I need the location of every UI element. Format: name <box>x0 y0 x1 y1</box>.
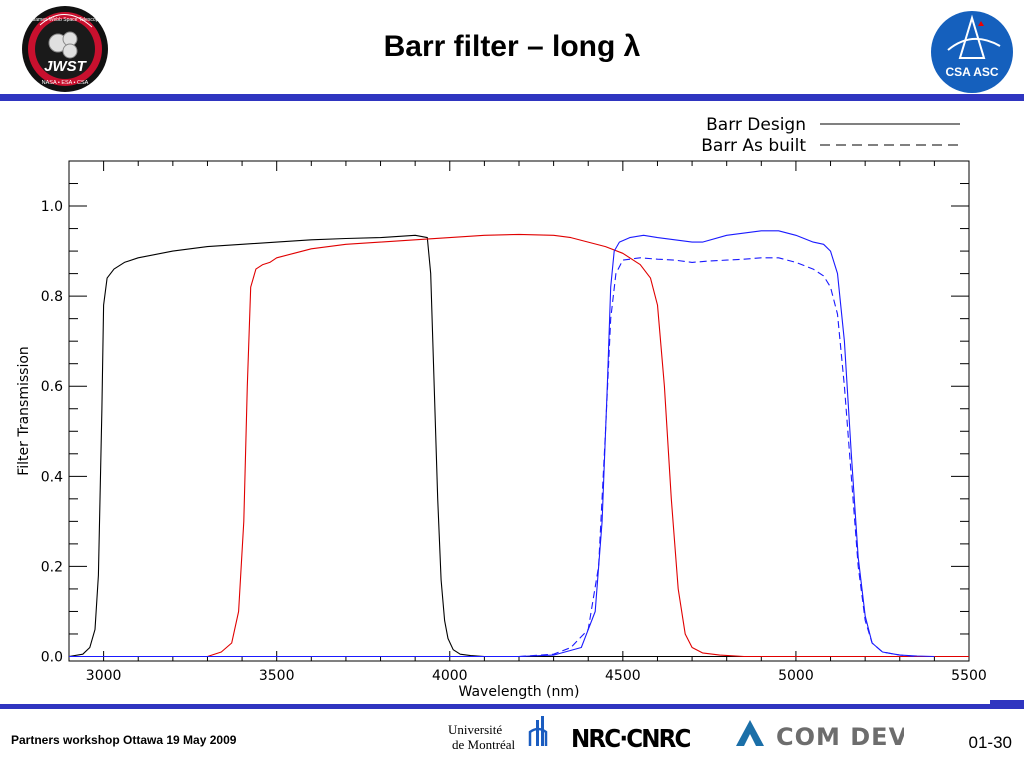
x-axis-label: Wavelength (nm) <box>459 684 580 700</box>
series-line-1 <box>68 234 935 658</box>
axis-ticks: 3000 3500 4000 4500 5000 5500 0.0 0.2 0.4 0.6 0.8 1… <box>41 161 987 684</box>
y-tick-label: 0.6 <box>41 379 63 395</box>
y-tick-label: 0.2 <box>41 559 63 575</box>
udem-line2: de Montréal <box>452 737 516 752</box>
chart-series <box>68 230 969 658</box>
jwst-logo-text: JWST <box>44 58 88 75</box>
y-tick-label: 0.8 <box>41 289 63 305</box>
nrc-logo: NRC·CNRC <box>571 724 691 753</box>
plot-frame <box>68 160 970 662</box>
x-tick-label: 5000 <box>778 668 814 684</box>
jwst-logo: JWST James Webb Space Telescope NASA • E… <box>22 6 108 92</box>
footer-rule <box>0 704 1024 709</box>
footer-rule-accent <box>990 700 1024 704</box>
comdev-logo: COM DEV <box>736 720 904 751</box>
series-line-3 <box>69 230 935 658</box>
csa-logo-text: CSA ASC <box>945 65 998 79</box>
page-number: 01-30 <box>968 733 1012 752</box>
x-tick-label: 4500 <box>605 668 641 684</box>
y-axis-label: Filter Transmission <box>16 346 32 476</box>
jwst-ring-top: James Webb Space Telescope <box>33 17 102 23</box>
slide-title: Barr filter – long λ <box>383 30 641 63</box>
jwst-ring-bottom: NASA • ESA • CSA <box>42 80 89 86</box>
legend-label: Barr As built <box>701 136 806 156</box>
y-tick-label: 0.0 <box>41 649 63 665</box>
footer-text: Partners workshop Ottawa 19 May 2009 <box>11 733 237 747</box>
udem-line1: Université <box>448 722 502 737</box>
udem-logo: Université de Montréal <box>448 716 548 752</box>
x-tick-label: 3500 <box>259 668 295 684</box>
x-tick-label: 4000 <box>432 668 468 684</box>
x-tick-label: 5500 <box>951 668 987 684</box>
x-tick-label: 3000 <box>86 668 122 684</box>
chart-container: Barr Design Barr As built 3000 3500 4000 450… <box>0 104 1024 704</box>
comdev-logo-text: COM DEV <box>776 723 904 751</box>
csa-logo: CSA ASC <box>931 11 1013 93</box>
series-line-4 <box>518 257 918 658</box>
header-rule <box>0 94 1024 101</box>
y-tick-label: 1.0 <box>41 199 63 215</box>
legend-label: Barr Design <box>706 115 806 135</box>
series-line-2 <box>69 233 969 658</box>
y-tick-label: 0.4 <box>41 469 63 485</box>
